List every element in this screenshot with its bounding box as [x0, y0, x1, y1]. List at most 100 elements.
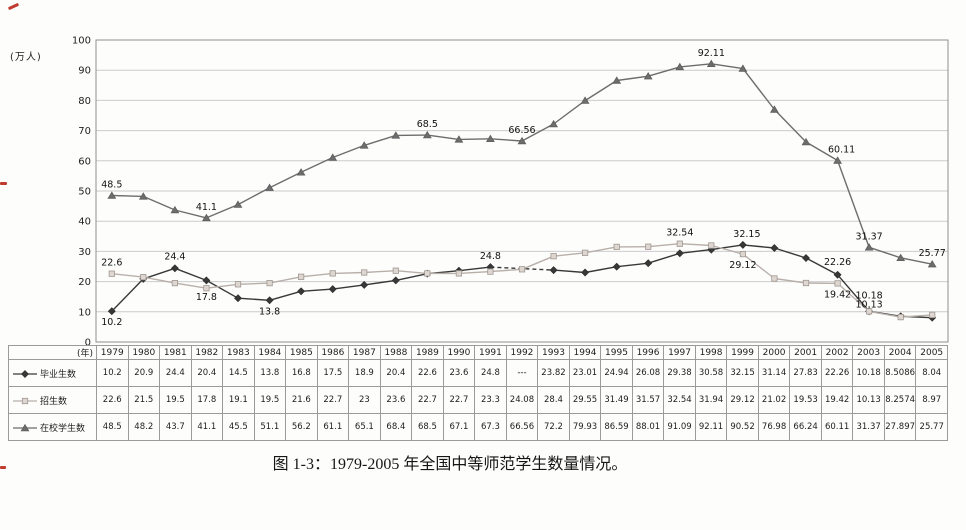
- svg-text:100: 100: [72, 36, 91, 47]
- value-cell: 60.11: [820, 413, 854, 441]
- series-name: 毕业生数: [40, 369, 77, 380]
- svg-text:22.6: 22.6: [101, 258, 122, 269]
- value-cell: 19.5: [159, 386, 192, 414]
- value-cell: 8.2574: [883, 386, 917, 414]
- value-cell: 25.77: [915, 413, 948, 441]
- scan-artifact-mark: [0, 466, 6, 469]
- value-cell: 19.5: [253, 386, 287, 414]
- svg-text:0: 0: [85, 338, 91, 346]
- y-axis-title: (万人): [10, 52, 42, 63]
- svg-text:24.4: 24.4: [164, 251, 185, 262]
- svg-text:40: 40: [78, 217, 91, 228]
- svg-text:13.8: 13.8: [259, 306, 280, 317]
- svg-text:19.42: 19.42: [824, 289, 851, 300]
- value-cell: 24.4: [159, 359, 192, 387]
- value-cell: 21.02: [757, 386, 791, 414]
- value-cell: 22.7: [316, 386, 350, 414]
- value-cell: 26.08: [631, 359, 665, 387]
- value-cell: 19.53: [789, 386, 822, 414]
- year-label: 1991: [474, 345, 507, 360]
- value-cell: 22.6: [411, 359, 444, 387]
- value-cell: 8.5086: [883, 359, 917, 387]
- value-cell: 20.9: [127, 359, 161, 387]
- value-cell: 51.1: [253, 413, 287, 441]
- triangle-marker-icon: [13, 423, 37, 431]
- value-cell: 19.42: [820, 386, 854, 414]
- year-label: 1995: [600, 345, 633, 360]
- svg-text:24.8: 24.8: [480, 251, 501, 262]
- svg-text:22.26: 22.26: [824, 257, 851, 268]
- value-cell: 31.94: [694, 386, 728, 414]
- value-cell: 23.3: [474, 386, 507, 414]
- x-axis-unit-label: (年): [8, 345, 97, 360]
- legend-cell: 招生数: [8, 386, 97, 414]
- value-cell: 41.1: [190, 413, 224, 441]
- svg-text:90: 90: [78, 66, 91, 77]
- value-cell: 91.09: [663, 413, 696, 441]
- year-label: 2000: [757, 345, 791, 360]
- value-cell: 31.14: [757, 359, 791, 387]
- svg-text:32.54: 32.54: [666, 228, 693, 239]
- value-cell: 92.11: [694, 413, 728, 441]
- value-cell: 22.26: [820, 359, 854, 387]
- value-cell: 21.6: [285, 386, 318, 414]
- svg-text:25.77: 25.77: [919, 248, 946, 259]
- year-label: 1985: [285, 345, 318, 360]
- value-cell: 20.4: [379, 359, 413, 387]
- value-cell: 14.5: [222, 359, 255, 387]
- value-cell: 72.2: [537, 413, 570, 441]
- svg-text:10: 10: [78, 307, 91, 318]
- svg-text:31.37: 31.37: [855, 231, 882, 242]
- year-label: 1981: [159, 345, 192, 360]
- year-label: 2004: [883, 345, 917, 360]
- year-label: 2003: [852, 345, 885, 360]
- value-cell: ---: [505, 359, 539, 387]
- table-series-row: 在校学生数 48.5 48.2 43.7 41.1 45.5 51.1 56.2 61.1 65.…: [8, 413, 948, 441]
- series-name: 招生数: [40, 396, 68, 407]
- svg-text:60: 60: [78, 156, 91, 167]
- year-label: 1996: [631, 345, 665, 360]
- value-cell: 79.93: [568, 413, 602, 441]
- svg-text:41.1: 41.1: [196, 202, 217, 213]
- value-cell: 24.8: [474, 359, 507, 387]
- year-label: 1999: [726, 345, 759, 360]
- value-cell: 21.5: [127, 386, 161, 414]
- value-cell: 23.6: [442, 359, 476, 387]
- year-label: 1979: [96, 345, 129, 360]
- value-cell: 10.2: [96, 359, 129, 387]
- value-cell: 10.18: [852, 359, 885, 387]
- value-cell: 61.1: [316, 413, 350, 441]
- year-label: 1988: [379, 345, 413, 360]
- year-label: 1998: [694, 345, 728, 360]
- value-cell: 22.7: [411, 386, 444, 414]
- svg-text:66.56: 66.56: [508, 125, 535, 136]
- value-cell: 56.2: [285, 413, 318, 441]
- value-cell: 48.5: [96, 413, 129, 441]
- square-marker-icon: [13, 397, 37, 404]
- value-cell: 76.98: [757, 413, 791, 441]
- year-label: 2001: [789, 345, 822, 360]
- table-series-row: 招生数 22.6 21.5 19.5 17.8 19.1 19.5 21.6 22.7 23 23.…: [8, 386, 948, 414]
- year-label: 1986: [316, 345, 350, 360]
- value-cell: 66.24: [789, 413, 822, 441]
- value-cell: 29.55: [568, 386, 602, 414]
- svg-text:20: 20: [78, 277, 91, 288]
- value-cell: 32.54: [663, 386, 696, 414]
- value-cell: 10.13: [852, 386, 885, 414]
- value-cell: 27.83: [789, 359, 822, 387]
- table-series-row: 毕业生数 10.2 20.9 24.4 20.4 14.5 13.8 16.8 17.5 18.9…: [8, 359, 948, 387]
- value-cell: 28.4: [537, 386, 570, 414]
- value-cell: 29.38: [663, 359, 696, 387]
- year-label: 1997: [663, 345, 696, 360]
- value-cell: 90.52: [726, 413, 759, 441]
- value-cell: 31.37: [852, 413, 885, 441]
- series-name: 在校学生数: [40, 423, 86, 434]
- value-cell: 23.01: [568, 359, 602, 387]
- year-label: 1982: [190, 345, 224, 360]
- year-label: 1993: [537, 345, 570, 360]
- value-cell: 31.57: [631, 386, 665, 414]
- year-label: 1980: [127, 345, 161, 360]
- value-cell: 43.7: [159, 413, 192, 441]
- value-cell: 27.897: [883, 413, 917, 441]
